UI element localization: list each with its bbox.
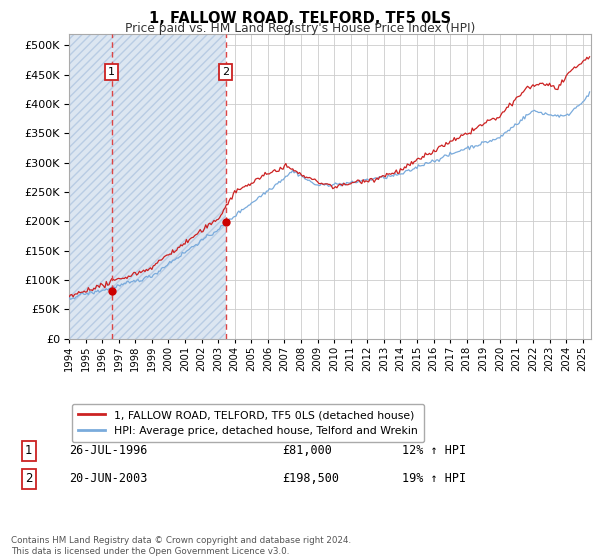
Text: 19% ↑ HPI: 19% ↑ HPI xyxy=(402,472,466,486)
Text: 2: 2 xyxy=(25,472,32,486)
Text: 1, FALLOW ROAD, TELFORD, TF5 0LS: 1, FALLOW ROAD, TELFORD, TF5 0LS xyxy=(149,11,451,26)
Text: 12% ↑ HPI: 12% ↑ HPI xyxy=(402,444,466,458)
Legend: 1, FALLOW ROAD, TELFORD, TF5 0LS (detached house), HPI: Average price, detached : 1, FALLOW ROAD, TELFORD, TF5 0LS (detach… xyxy=(72,404,424,442)
Text: Contains HM Land Registry data © Crown copyright and database right 2024.
This d: Contains HM Land Registry data © Crown c… xyxy=(11,536,351,556)
Text: £81,000: £81,000 xyxy=(282,444,332,458)
Text: 26-JUL-1996: 26-JUL-1996 xyxy=(69,444,148,458)
Text: 20-JUN-2003: 20-JUN-2003 xyxy=(69,472,148,486)
Text: £198,500: £198,500 xyxy=(282,472,339,486)
Text: 1: 1 xyxy=(25,444,32,458)
Text: Price paid vs. HM Land Registry's House Price Index (HPI): Price paid vs. HM Land Registry's House … xyxy=(125,22,475,35)
Text: 1: 1 xyxy=(108,67,115,77)
Bar xyxy=(69,34,226,339)
Text: 2: 2 xyxy=(222,67,229,77)
